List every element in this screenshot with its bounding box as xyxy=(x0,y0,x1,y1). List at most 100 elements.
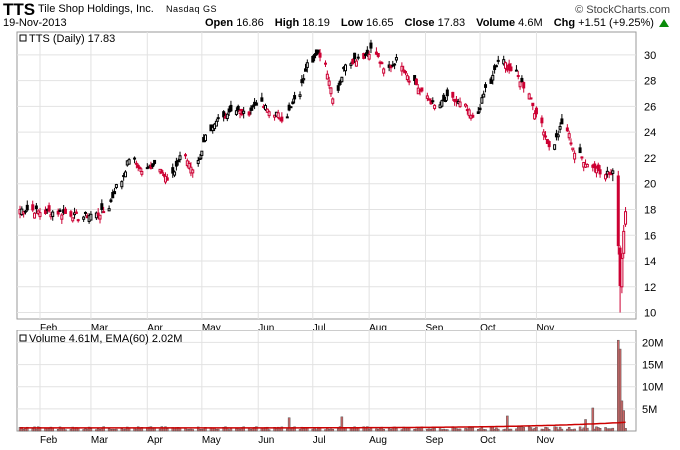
candle-body xyxy=(338,80,342,85)
candle-body xyxy=(556,134,560,138)
price-y-tick-label: 26 xyxy=(644,101,656,113)
close-value: 17.83 xyxy=(437,17,466,29)
quote-date: 19-Nov-2013 xyxy=(3,17,67,29)
volume-bar xyxy=(535,426,538,432)
candle-body xyxy=(382,68,386,74)
candle-body xyxy=(324,62,327,65)
price-y-tick-label: 12 xyxy=(644,282,656,294)
price-x-tick-label: Nov xyxy=(536,323,554,330)
candle-body xyxy=(620,257,624,288)
candle-body xyxy=(109,199,113,202)
volume-x-tick-label: Sep xyxy=(426,435,444,446)
volume-bar xyxy=(64,429,67,432)
price-x-tick-label: Oct xyxy=(480,323,496,330)
candle-body xyxy=(303,68,307,72)
price-x-tick-label: Sep xyxy=(426,323,444,330)
candle-body xyxy=(491,74,495,81)
candle-body xyxy=(458,101,462,108)
candle-body xyxy=(482,93,486,98)
price-x-tick-label: Feb xyxy=(40,323,58,330)
candle-body xyxy=(496,59,500,62)
price-y-tick-label: 24 xyxy=(644,127,656,139)
candle-body xyxy=(573,152,577,160)
candle-body xyxy=(265,108,269,113)
candle-body xyxy=(414,78,418,86)
candle-body xyxy=(427,98,431,101)
candle-body xyxy=(318,52,322,58)
candle-body xyxy=(593,163,597,169)
volume-bar-notable xyxy=(287,417,291,432)
candle-body xyxy=(300,79,304,84)
candle-body xyxy=(313,53,317,59)
candle-body xyxy=(514,69,518,72)
candle-body xyxy=(51,211,55,217)
volume-bar xyxy=(598,428,602,432)
candle-body xyxy=(451,91,455,98)
candle-body xyxy=(114,184,118,188)
candle-body xyxy=(565,127,569,132)
candle-body xyxy=(47,205,51,212)
candle-body xyxy=(531,102,535,107)
candle-body xyxy=(405,75,409,81)
volume-bar xyxy=(293,426,296,432)
volume-bar xyxy=(573,428,576,432)
candle-body xyxy=(529,97,533,100)
candle-body xyxy=(349,63,353,66)
candle-body xyxy=(340,76,344,83)
candle-body xyxy=(127,159,131,165)
candle-body xyxy=(553,144,557,150)
stockcharts-credit[interactable]: © StockCharts.com xyxy=(575,4,670,16)
volume-bar xyxy=(567,427,571,432)
price-legend: TTS (Daily) 17.83 xyxy=(29,33,115,45)
candle-body xyxy=(305,62,309,68)
volume-bar xyxy=(242,426,245,432)
candle-body xyxy=(433,104,437,109)
candle-body xyxy=(494,65,498,68)
volume-bar-notable xyxy=(622,410,625,432)
candle-body xyxy=(98,214,102,220)
volume-label: Volume xyxy=(476,17,516,29)
price-plot-frame xyxy=(16,31,637,320)
candle-body xyxy=(63,208,67,214)
price-y-tick-label: 18 xyxy=(644,204,656,216)
candle-body xyxy=(504,62,508,69)
volume-bar xyxy=(407,427,411,432)
volume-bar xyxy=(178,427,182,432)
candle-body xyxy=(585,163,589,168)
candle-body xyxy=(214,120,218,127)
volume-bar xyxy=(115,428,118,432)
candle-body xyxy=(440,100,444,107)
candle-body xyxy=(60,214,64,220)
candle-body xyxy=(365,49,369,54)
candle-body xyxy=(316,49,320,55)
volume-bar-notable xyxy=(506,415,509,432)
volume-ema-line xyxy=(20,421,626,429)
high-label: High xyxy=(274,17,300,29)
candle-body xyxy=(616,175,620,247)
candle-body xyxy=(560,118,564,125)
candle-body xyxy=(138,167,142,170)
candle-body xyxy=(133,157,137,160)
price-y-tick-label: 14 xyxy=(644,256,656,268)
candle-body xyxy=(100,203,104,210)
candle-body xyxy=(34,205,38,210)
candle-body xyxy=(425,95,429,99)
volume-bar xyxy=(267,429,271,432)
candle-body xyxy=(518,81,522,88)
volume-y-tick-label: 10M xyxy=(642,382,663,394)
candle-body xyxy=(480,97,484,104)
volume-bar xyxy=(529,427,533,432)
price-x-tick-label: Apr xyxy=(147,323,163,330)
candle-body xyxy=(43,209,47,214)
volume-legend-icon xyxy=(19,334,27,342)
volume-bar-notable xyxy=(340,416,344,432)
volume-x-tick-label: Nov xyxy=(536,435,554,446)
candle-body xyxy=(544,135,548,138)
candle-body xyxy=(311,55,315,63)
candle-body xyxy=(376,52,380,57)
volume-bar xyxy=(216,428,220,432)
candle-body xyxy=(622,230,626,254)
candle-body xyxy=(533,113,537,120)
volume-bar xyxy=(433,428,436,432)
candle-body xyxy=(249,107,253,111)
